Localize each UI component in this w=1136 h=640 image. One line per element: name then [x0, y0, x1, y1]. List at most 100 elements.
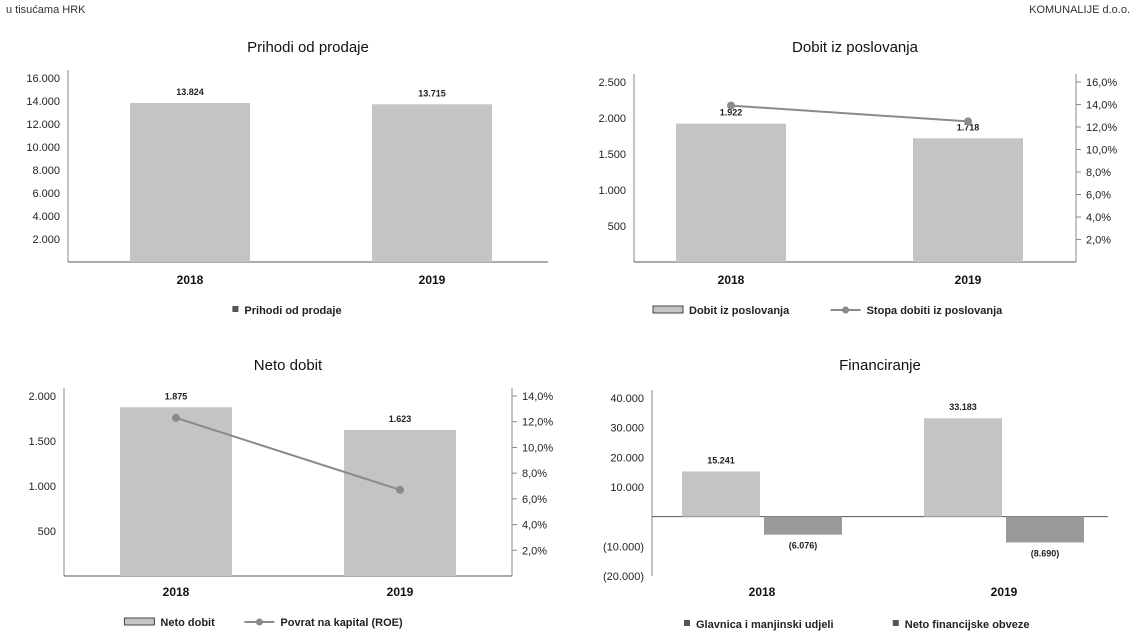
chart-financiranje: Financiranje 40.000 30.000 20.000 10.000 (10.…: [568, 350, 1136, 640]
y-tick-label: (10.000): [603, 541, 644, 553]
legend-label: Glavnica i manjinski udjeli: [696, 619, 834, 631]
y2-tick-label: 2,0%: [522, 545, 547, 557]
bar: [682, 471, 760, 517]
y-tick-label: (20.000): [603, 571, 644, 583]
y-tick-label: 30.000: [610, 423, 644, 435]
x-tick-label: 2018: [718, 273, 745, 287]
y-tick-label: 10.000: [26, 142, 60, 154]
legend-marker: [255, 618, 263, 626]
y-tick-label: 20.000: [610, 452, 644, 464]
chart-svg: Prihodi od prodaje 16.000 14.000 12.000 10.0…: [26, 39, 548, 317]
chart-svg: Financiranje 40.000 30.000 20.000 10.000 (10.…: [603, 357, 1108, 631]
bar: [120, 407, 232, 576]
y2-tick-label: 14,0%: [522, 391, 553, 403]
y-tick-label: 500: [608, 221, 626, 233]
line-point: [727, 101, 735, 110]
y-tick-label: 8.000: [32, 165, 60, 177]
y-tick-label: 2.500: [598, 77, 626, 89]
data-label: (6.076): [789, 541, 818, 551]
chart-title: Neto dobit: [254, 357, 323, 374]
legend-label: Stopa dobiti iz poslovanja: [867, 305, 1004, 317]
chart-neto-dobit: Neto dobit 2.000 1.500 1.000 500 14,0% 12,0% 10…: [0, 350, 568, 640]
legend-swatch: [652, 305, 684, 314]
chart-title: Prihodi od prodaje: [247, 39, 369, 56]
y-tick-label: 1.500: [28, 436, 56, 448]
bar: [764, 516, 842, 535]
series-line: [730, 104, 969, 123]
y-tick-label: 1.000: [28, 481, 56, 493]
data-label: 13.824: [176, 87, 204, 97]
data-label: 1.718: [957, 122, 980, 132]
data-label: 1.623: [389, 414, 412, 424]
y2-tick-label: 16,0%: [1086, 77, 1117, 89]
y-tick-label: 500: [38, 526, 56, 538]
chart-title: Financiranje: [839, 357, 921, 374]
y2-tick-label: 6,0%: [1086, 190, 1111, 202]
bar: [344, 429, 456, 576]
y2-tick-label: 4,0%: [1086, 212, 1111, 224]
chart-title: Dobit iz poslovanja: [792, 39, 919, 56]
legend-swatch: [684, 620, 690, 626]
y2-tick-label: 8,0%: [1086, 167, 1111, 179]
bar: [676, 123, 786, 262]
x-tick-label: 2019: [419, 273, 446, 287]
line-point: [964, 117, 972, 126]
x-tick-label: 2019: [955, 273, 982, 287]
y-tick-label: 2.000: [28, 391, 56, 403]
data-label: 1.875: [165, 391, 188, 401]
legend-swatch: [232, 306, 239, 312]
y2-tick-label: 12,0%: [1086, 122, 1117, 134]
y-tick-label: 40.000: [610, 393, 644, 405]
units-note: u tisućama HRK: [6, 4, 86, 16]
bar: [924, 418, 1002, 517]
legend-label: Dobit iz poslovanja: [689, 305, 790, 317]
chart-svg: Neto dobit 2.000 1.500 1.000 500 14,0% 12,0% 10…: [28, 357, 553, 629]
bar: [913, 138, 1023, 262]
x-tick-label: 2019: [991, 585, 1018, 599]
y-tick-label: 1.500: [598, 149, 626, 161]
y-tick-label: 4.000: [32, 211, 60, 223]
y-tick-label: 2.000: [598, 113, 626, 125]
legend-swatch: [892, 620, 899, 626]
line-point: [172, 413, 180, 422]
legend-label: Neto dobit: [160, 617, 215, 629]
data-label: 33.183: [949, 402, 977, 412]
legend-label: Neto financijske obveze: [905, 619, 1030, 631]
data-label: (8.690): [1031, 548, 1060, 558]
y2-tick-label: 8,0%: [522, 468, 547, 480]
y-tick-label: 6.000: [32, 188, 60, 200]
chart-dobit-iz-poslovanja: Dobit iz poslovanja 2.500 2.000 1.500 1.000 5…: [568, 30, 1136, 320]
y-tick-label: 12.000: [26, 119, 60, 131]
y2-tick-label: 12,0%: [522, 417, 553, 429]
legend-label: Povrat na kapital (ROE): [280, 617, 403, 629]
chart-prihodi-od-prodaje: Prihodi od prodaje 16.000 14.000 12.000 10.0…: [0, 30, 568, 320]
company-name: KOMUNALIJE d.o.o.: [1029, 4, 1130, 16]
y-tick-label: 10.000: [610, 482, 644, 494]
bar: [130, 103, 250, 262]
x-tick-label: 2019: [387, 585, 414, 599]
y-tick-label: 16.000: [26, 73, 60, 85]
x-tick-label: 2018: [177, 273, 204, 287]
y2-tick-label: 10,0%: [522, 442, 553, 454]
data-label: 1.922: [720, 108, 743, 118]
series-line: [175, 416, 401, 491]
data-label: 13.715: [418, 88, 446, 98]
legend-label: Prihodi od prodaje: [244, 305, 341, 317]
data-label: 15.241: [707, 455, 735, 465]
legend-swatch: [123, 617, 155, 626]
line-point: [396, 485, 404, 494]
y2-tick-label: 10,0%: [1086, 145, 1117, 157]
x-tick-label: 2018: [163, 585, 190, 599]
x-tick-label: 2018: [749, 585, 776, 599]
y2-tick-label: 6,0%: [522, 494, 547, 506]
y-tick-label: 1.000: [598, 185, 626, 197]
y2-tick-label: 14,0%: [1086, 100, 1117, 112]
bar: [1006, 516, 1084, 543]
y-tick-label: 14.000: [26, 96, 60, 108]
y-tick-label: 2.000: [32, 234, 60, 246]
y2-tick-label: 4,0%: [522, 520, 547, 532]
y2-tick-label: 2,0%: [1086, 235, 1111, 247]
legend-marker: [842, 306, 850, 314]
chart-svg: Dobit iz poslovanja 2.500 2.000 1.500 1.000 5…: [598, 39, 1117, 317]
bar: [372, 104, 492, 262]
